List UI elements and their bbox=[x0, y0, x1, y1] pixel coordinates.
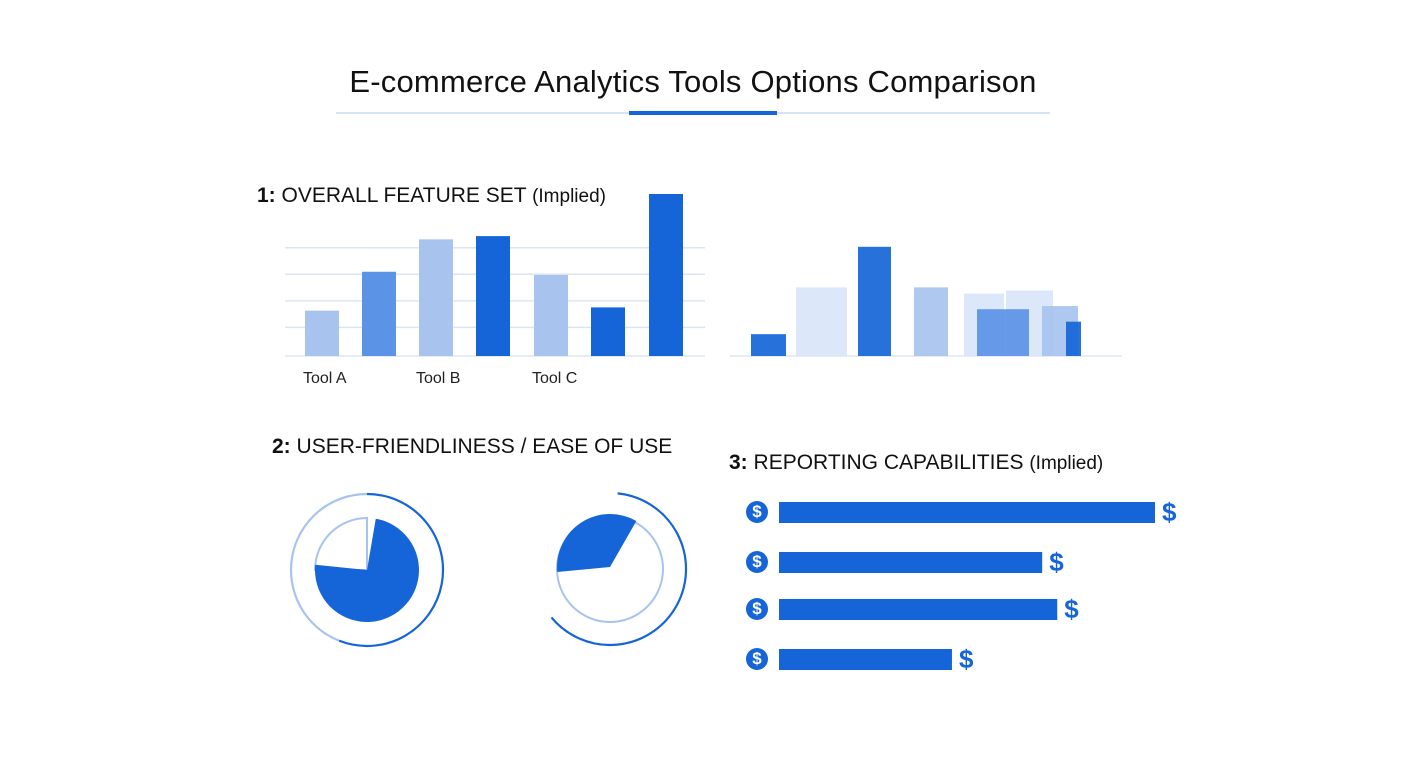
ease-of-use-pie-2 bbox=[550, 492, 688, 647]
dollar-icon: $ bbox=[1064, 594, 1079, 624]
pie-slice bbox=[313, 516, 368, 571]
outer-ring-arc bbox=[338, 492, 445, 648]
section-label: REPORTING CAPABILITIES bbox=[753, 451, 1024, 474]
bar bbox=[779, 552, 1043, 573]
bar bbox=[476, 236, 510, 356]
section-label: OVERALL FEATURE SET bbox=[281, 184, 527, 207]
dollar-icon: $ bbox=[746, 551, 768, 573]
section-number: 3: bbox=[729, 451, 748, 474]
section-qualifier: (Implied) bbox=[1029, 453, 1104, 474]
page-title: E-commerce Analytics Tools Options Compa… bbox=[349, 64, 1037, 99]
bar bbox=[649, 194, 683, 356]
section-qualifier: (Implied) bbox=[532, 186, 606, 207]
bar bbox=[419, 239, 453, 356]
bar bbox=[591, 307, 625, 356]
bar bbox=[796, 287, 847, 356]
bar bbox=[751, 334, 786, 356]
pie-slice bbox=[315, 518, 420, 622]
section-label: USER-FRIENDLINESS / EASE OF USE bbox=[296, 435, 673, 458]
bar bbox=[1066, 321, 1081, 356]
secondary-bar-chart bbox=[730, 246, 1122, 357]
category-label: Tool B bbox=[416, 370, 460, 387]
dollar-icon: $ bbox=[746, 598, 768, 620]
outer-ring-arc bbox=[289, 492, 368, 642]
section-heading-user-friendliness: 2: USER-FRIENDLINESS / EASE OF USE bbox=[272, 435, 672, 459]
section-heading-feature-set: 1: OVERALL FEATURE SET (Implied) bbox=[257, 184, 606, 208]
dollar-icon: $ bbox=[1049, 547, 1064, 577]
bar bbox=[779, 599, 1058, 620]
bar bbox=[779, 502, 1155, 523]
bar bbox=[977, 309, 1029, 356]
pie-slice bbox=[557, 514, 637, 572]
bar bbox=[858, 246, 891, 356]
dollar-icon: $ bbox=[746, 648, 768, 670]
category-label: Tool A bbox=[303, 370, 347, 387]
section-heading-reporting: 3: REPORTING CAPABILITIES (Implied) bbox=[729, 451, 1103, 475]
ease-of-use-pie-1 bbox=[289, 492, 445, 648]
section-number: 1: bbox=[257, 184, 276, 207]
title-underline-accent bbox=[629, 111, 777, 115]
outer-ring-arc bbox=[550, 492, 688, 647]
bar bbox=[362, 271, 396, 356]
section-number: 2: bbox=[272, 435, 291, 458]
bar bbox=[914, 287, 948, 356]
dollar-icon: $ bbox=[1162, 497, 1177, 527]
reporting-capabilities-bar-chart bbox=[779, 502, 1155, 670]
dollar-icon: $ bbox=[746, 501, 768, 523]
bar bbox=[534, 275, 568, 356]
dollar-icon: $ bbox=[958, 644, 974, 674]
bar bbox=[305, 310, 339, 356]
feature-set-bar-chart: Tool A Tool B Tool C bbox=[285, 194, 705, 387]
category-label: Tool C bbox=[532, 370, 577, 387]
bar bbox=[779, 649, 952, 670]
